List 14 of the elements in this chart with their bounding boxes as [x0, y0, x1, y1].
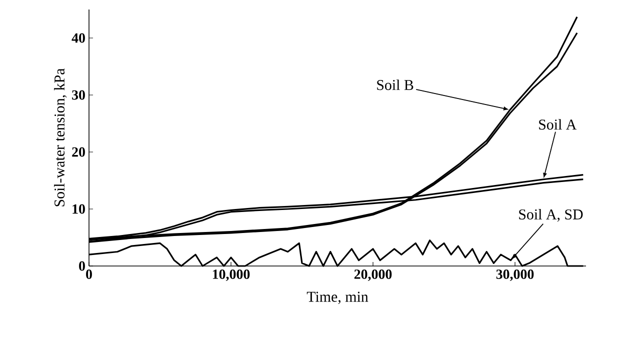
x-tick-label: 10,000 [212, 270, 250, 281]
x-tick-label: 0 [86, 270, 92, 279]
x-tick-label: 30,000 [496, 270, 534, 281]
y-tick-label: 0 [79, 261, 85, 271]
annotation: Soil A, SD [519, 208, 583, 222]
annotation: Soil B [377, 80, 414, 90]
y-tick-label: 40 [72, 33, 85, 43]
x-tick-label: 20,000 [354, 270, 392, 281]
y-tick-label: 30 [72, 90, 85, 100]
y-tick-label: 20 [72, 147, 85, 157]
x-axis-title: Time, min [306, 292, 368, 304]
y-axis-title: Soil-water tension, kPa [54, 68, 67, 206]
y-tick-label: 10 [72, 204, 85, 214]
annotation: Soil A [539, 119, 577, 130]
